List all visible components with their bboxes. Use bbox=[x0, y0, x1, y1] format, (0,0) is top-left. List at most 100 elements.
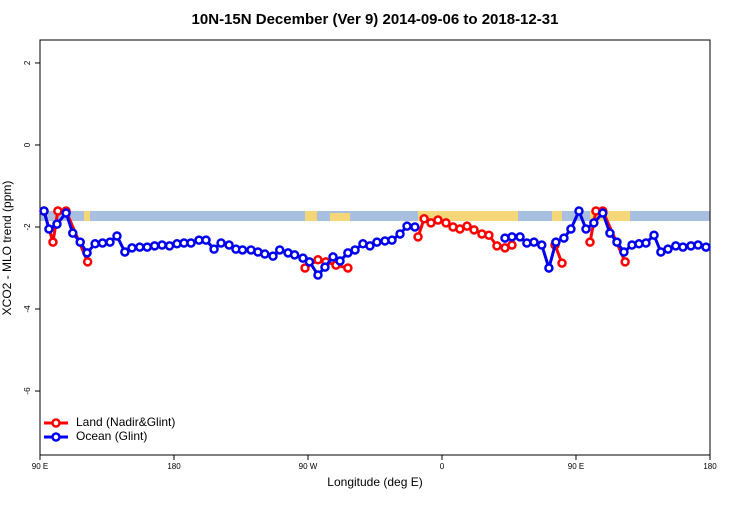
legend-label: Ocean (Glint) bbox=[76, 429, 147, 443]
data-point bbox=[105, 237, 115, 247]
legend-marker bbox=[51, 432, 61, 442]
x-tick-label: 180 bbox=[703, 462, 717, 471]
data-point bbox=[82, 248, 92, 258]
data-point bbox=[328, 252, 338, 262]
data-point bbox=[441, 218, 451, 228]
x-tick-label: 90 E bbox=[32, 462, 48, 471]
legend-marker bbox=[51, 418, 61, 428]
data-point bbox=[289, 250, 300, 260]
y-tick-label: -6 bbox=[23, 387, 32, 395]
data-point bbox=[589, 218, 599, 228]
data-point bbox=[612, 237, 622, 247]
data-point bbox=[529, 237, 539, 247]
data-point bbox=[365, 241, 375, 251]
legend-label: Land (Nadir&Glint) bbox=[76, 415, 175, 429]
x-tick-label: 180 bbox=[167, 462, 181, 471]
data-point bbox=[557, 258, 567, 268]
data-point bbox=[52, 219, 62, 229]
data-point bbox=[53, 206, 63, 216]
data-point bbox=[298, 253, 308, 263]
data-point bbox=[209, 244, 219, 254]
data-point bbox=[224, 240, 234, 250]
data-point bbox=[44, 224, 54, 234]
data-point bbox=[68, 228, 78, 238]
data-point bbox=[581, 224, 591, 234]
data-point bbox=[537, 240, 547, 250]
y-tick-label: -2 bbox=[23, 223, 32, 231]
data-point bbox=[671, 241, 681, 251]
data-point bbox=[433, 215, 443, 225]
data-point bbox=[559, 233, 569, 243]
x-tick-label: 90 E bbox=[568, 462, 584, 471]
data-point bbox=[350, 245, 360, 255]
y-tick-label: -4 bbox=[23, 305, 32, 313]
data-point bbox=[313, 270, 323, 280]
data-point bbox=[343, 263, 353, 273]
data-point bbox=[462, 221, 472, 231]
data-point bbox=[619, 247, 629, 257]
data-point bbox=[492, 241, 502, 251]
data-point bbox=[574, 206, 584, 216]
data-point bbox=[507, 232, 517, 242]
data-point bbox=[48, 237, 58, 247]
data-point bbox=[300, 263, 310, 273]
data-point bbox=[507, 240, 517, 250]
data-point bbox=[320, 262, 330, 272]
chart-title: 10N-15N December (Ver 9) 2014-09-06 to 2… bbox=[192, 11, 559, 28]
data-point bbox=[663, 244, 673, 254]
x-tick-label: 0 bbox=[440, 462, 445, 471]
data-point bbox=[274, 245, 285, 255]
data-point bbox=[157, 240, 167, 250]
y-tick-label: 0 bbox=[23, 142, 32, 147]
data-point bbox=[469, 225, 479, 235]
data-point bbox=[90, 239, 100, 249]
x-axis-label: Longitude (deg E) bbox=[327, 475, 422, 489]
data-point bbox=[304, 257, 315, 267]
data-point bbox=[402, 221, 412, 231]
data-point bbox=[149, 241, 160, 251]
data-point bbox=[268, 251, 278, 261]
data-point bbox=[620, 257, 630, 267]
data-point bbox=[484, 230, 494, 240]
data-point bbox=[551, 237, 561, 247]
data-point bbox=[413, 232, 423, 242]
data-point bbox=[97, 238, 108, 248]
data-point bbox=[120, 247, 130, 257]
data-point bbox=[395, 229, 405, 239]
data-point bbox=[61, 208, 71, 218]
map-strip bbox=[40, 211, 710, 221]
data-point bbox=[522, 238, 532, 248]
data-point bbox=[678, 242, 688, 252]
data-point bbox=[82, 257, 93, 267]
data-point bbox=[387, 235, 397, 245]
data-point bbox=[201, 235, 211, 245]
data-point bbox=[260, 249, 270, 259]
x-tick-label: 90 W bbox=[299, 462, 318, 471]
data-point bbox=[419, 214, 429, 224]
data-point bbox=[75, 237, 85, 247]
data-point bbox=[693, 240, 703, 250]
data-point bbox=[515, 232, 525, 242]
data-point bbox=[135, 242, 145, 252]
data-point bbox=[372, 237, 382, 247]
y-tick-label: 2 bbox=[23, 60, 32, 65]
data-point bbox=[649, 230, 659, 240]
data-point bbox=[605, 228, 615, 238]
data-point bbox=[313, 255, 323, 265]
data-point bbox=[237, 245, 248, 255]
data-point bbox=[142, 242, 152, 252]
data-point bbox=[112, 231, 122, 241]
data-point bbox=[701, 242, 711, 252]
data-point bbox=[544, 263, 554, 273]
data-point bbox=[585, 237, 595, 247]
data-point bbox=[216, 238, 226, 248]
data-point bbox=[164, 241, 175, 251]
data-point bbox=[410, 222, 420, 232]
y-axis-label: XCO2 - MLO trend (ppm) bbox=[0, 181, 14, 316]
data-point bbox=[39, 206, 49, 216]
data-point bbox=[127, 243, 137, 253]
data-point bbox=[335, 256, 345, 266]
data-point bbox=[186, 238, 196, 248]
data-point bbox=[686, 241, 696, 251]
